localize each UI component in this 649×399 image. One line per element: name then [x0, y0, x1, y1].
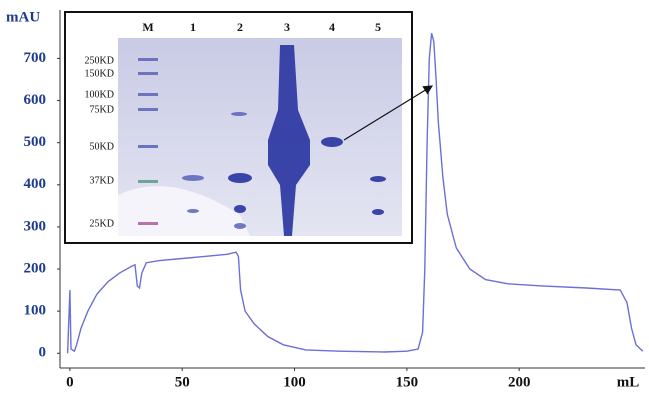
- marker-label: 37KD: [90, 175, 114, 186]
- marker-label: 25KD: [90, 218, 114, 229]
- gel-inset: M 1 2 3 4 5 250KD 150KD 100KD 75KD 50KD 37KD 25KD: [65, 12, 432, 243]
- lane-label: M: [142, 20, 153, 34]
- y-tick-label: 700: [24, 50, 47, 66]
- y-tick-label: 400: [24, 176, 47, 192]
- x-tick-label: 50: [175, 374, 190, 390]
- marker-label: 75KD: [90, 104, 114, 115]
- marker-label: 100KD: [85, 89, 114, 100]
- lane-label: 1: [190, 20, 196, 34]
- y-tick-label: 0: [39, 345, 47, 361]
- y-tick-label: 300: [24, 218, 47, 234]
- marker-label: 250KD: [85, 55, 114, 66]
- y-tick-label: 600: [24, 92, 47, 108]
- y-tick-label: 100: [24, 303, 47, 319]
- x-tick-label: 200: [508, 374, 531, 390]
- lane-label: 2: [237, 20, 243, 34]
- lane-label: 5: [375, 20, 381, 34]
- y-axis-label: mAU: [6, 9, 40, 25]
- y-tick-label: 500: [24, 134, 47, 150]
- chart: mAU mL 0 100 200 300 400 500 600 700 0 50 100 150 20…: [0, 0, 649, 394]
- x-tick-label: 0: [66, 374, 74, 390]
- lane-label: 3: [284, 20, 290, 34]
- x-axis-label: mL: [617, 374, 640, 390]
- lane-label: 4: [329, 20, 335, 34]
- x-tick-label: 150: [396, 374, 419, 390]
- marker-label: 50KD: [90, 141, 114, 152]
- x-tick-label: 100: [283, 374, 306, 390]
- marker-label: 150KD: [85, 68, 114, 79]
- y-tick-label: 200: [24, 260, 47, 276]
